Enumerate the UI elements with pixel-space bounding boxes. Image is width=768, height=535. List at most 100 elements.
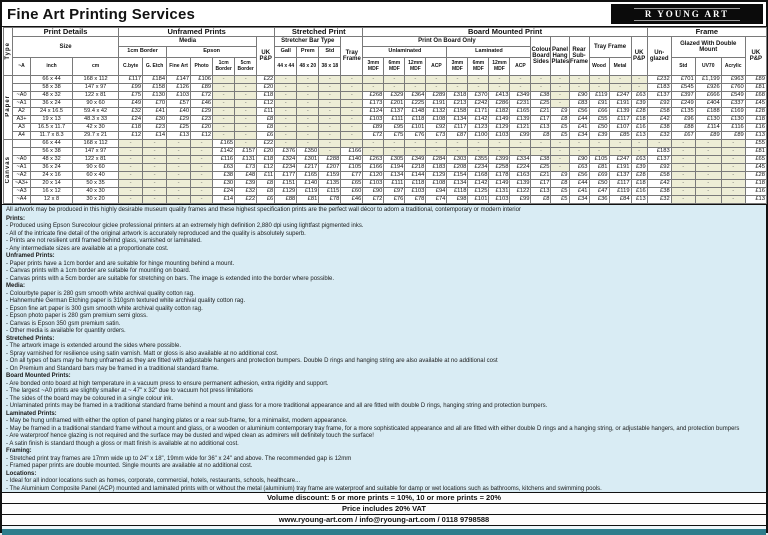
price-cell: £116 (720, 123, 746, 132)
price-cell: £284 (425, 155, 448, 164)
price-cell: £89 (694, 131, 722, 140)
header-photo: Photo (190, 57, 214, 76)
price-cell: £85 (608, 131, 632, 140)
price-cell: - (694, 195, 722, 204)
price-cell: 29.7 x 21 (72, 131, 120, 140)
price-cell: £101 (404, 123, 427, 132)
price-cell: £34 (568, 131, 590, 140)
price-cell: - (720, 179, 746, 188)
price-cell: £98 (446, 195, 469, 204)
price-cell: - (274, 99, 298, 108)
price-cell: £67 (670, 131, 696, 140)
price-cell (11, 75, 32, 84)
price-cell: £115 (318, 187, 342, 196)
price-cell: £28 (744, 171, 768, 180)
price-cell: - (670, 187, 696, 196)
price-cell: £8 (550, 179, 570, 188)
price-cell: £42 (646, 179, 672, 188)
price-cell: £73 (234, 163, 258, 172)
price-cell: £58 (646, 171, 672, 180)
price-cell: - (608, 75, 632, 84)
note-line: - Epson fine art paper is 300 gsm smooth… (6, 305, 203, 312)
price-cell: £38 (530, 91, 552, 100)
note-heading: Unframed Prints: (6, 253, 55, 259)
group-header-stretched: Stretched Print (274, 27, 364, 37)
group-header-print-details: Print Details (11, 27, 120, 37)
price-cell: £21 (530, 107, 552, 116)
table-row: A2 24 x 16.5 59.4 x 42 £32 £41 £40 £29- - £11- - -… (4, 107, 768, 116)
note-line: - Epson photo paper is 280 gsm premium s… (6, 313, 148, 319)
price-cell: - (318, 91, 342, 100)
price-cell: £129 (488, 123, 511, 132)
price-cell: £134 (446, 115, 469, 124)
price-cell: - (234, 107, 258, 116)
price-cell: £370 (467, 91, 490, 100)
table-row: ~A3 16 x 12 40 x 30- - - - £24 £32 £8 £129 £119 £11… (4, 187, 768, 196)
note-line: - Canvas prints with a 5cm border are su… (6, 275, 335, 282)
price-cell: - (550, 83, 570, 92)
price-cell: 16.5 x 11.7 (30, 123, 74, 132)
price-cell: £135 (318, 179, 342, 188)
price-cell: £34 (568, 195, 590, 204)
header-glazed-double-mount: Glazed With Double Mount (670, 36, 746, 58)
price-cell: £29 (166, 115, 192, 124)
price-cell: £13 (530, 123, 552, 132)
header-panel-hang-plates: Panel Hang Plates (550, 36, 570, 76)
header-unlaminated: Unlaminated (362, 46, 448, 58)
header-inch: inch (30, 57, 74, 76)
price-cell: £88 (670, 123, 696, 132)
contact-link[interactable]: www.ryoung-art.com / info@ryoung-art.com… (2, 515, 766, 526)
price-cell: £63 (568, 163, 590, 172)
price-cell: £74 (425, 195, 448, 204)
price-cell: - (630, 83, 648, 92)
price-cell: - (550, 139, 570, 148)
price-cell: - (694, 155, 722, 164)
price-cell: £99 (509, 195, 532, 204)
price-cell: £183 (646, 83, 672, 92)
price-cell: £242 (467, 99, 490, 108)
price-cell: - (118, 139, 144, 148)
price-cell: - (234, 75, 258, 84)
price-cell: £963 (720, 75, 746, 84)
price-cell: - (362, 75, 385, 84)
price-cell: - (340, 75, 364, 84)
price-cell: - (118, 155, 144, 164)
price-cell: £334 (509, 155, 532, 164)
table-row: A3+ 19 x 13 48.3 x 33 £24 £30 £29 £23- - £8- - - - £… (4, 115, 768, 124)
price-cell: £65 (744, 155, 768, 164)
price-cell: 36 x 24 (30, 163, 74, 172)
price-cell: - (234, 123, 258, 132)
price-cell: £23 (142, 123, 168, 132)
price-cell: 36 x 24 (30, 99, 74, 108)
table-row: 56 x 38 147 x 97- - - - £142 £157 £20 £376 £350- £… (4, 147, 768, 156)
price-cell: £6 (256, 195, 276, 204)
price-cell: £140 (340, 155, 364, 164)
price-cell: £38 (646, 123, 672, 132)
price-cell: £20 (256, 83, 276, 92)
note-heading: Prints: (6, 215, 26, 222)
price-cell: 24 x 16.5 (30, 107, 74, 116)
price-cell: £119 (588, 91, 610, 100)
note-heading: Laminated Prints: (6, 410, 57, 417)
price-cell: £90 (568, 91, 590, 100)
price-cell: - (166, 187, 192, 196)
price-cell: 168 x 112 (72, 75, 120, 84)
price-cell: ~A0 (11, 91, 32, 100)
price-cell: £103 (362, 115, 385, 124)
price-cell: £100 (467, 131, 490, 140)
price-cell: 42 x 30 (72, 123, 120, 132)
price-cell: £99 (509, 131, 532, 140)
header-lam-acp: ACP (509, 57, 532, 76)
price-cell: £166 (362, 163, 385, 172)
price-cell: £91 (588, 99, 610, 108)
price-cell: - (274, 75, 298, 84)
price-cell: £25 (166, 123, 192, 132)
header-stretcher-bar-type: Stretcher Bar Type (274, 36, 342, 47)
price-cell: 147 x 97 (72, 83, 120, 92)
price-cell: - (166, 139, 192, 148)
price-cell: - (274, 139, 298, 148)
price-cell: - (296, 131, 320, 140)
header-unlam-3mm: 3mm MDF (362, 57, 385, 76)
price-cell: £120 (362, 171, 385, 180)
header-uk-pp-board: UK P&P (630, 36, 648, 76)
